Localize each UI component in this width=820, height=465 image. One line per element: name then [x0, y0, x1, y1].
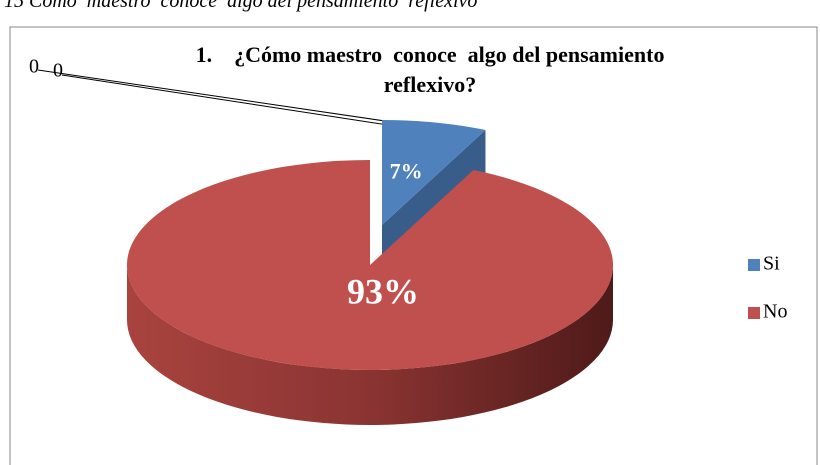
legend-swatch	[748, 259, 760, 271]
legend-label: Si	[763, 253, 780, 275]
slice	[126, 160, 613, 371]
data-label: 7%	[390, 159, 423, 184]
legend-label: No	[763, 301, 787, 323]
leader-line	[37, 69, 386, 122]
data-label: 93%	[347, 271, 419, 311]
leader-line	[61, 74, 389, 126]
zero-label: 0	[53, 60, 63, 82]
slice	[381, 120, 486, 225]
chart-title: 1. ¿Cómo maestro conoce algo del pensami…	[195, 42, 670, 97]
zero-label: 0	[29, 56, 39, 78]
caption: 15 Cómo maestro conoce algo del pensamie…	[4, 0, 478, 12]
slice-side	[127, 265, 613, 425]
legend-swatch	[748, 307, 760, 319]
chart-frame	[9, 26, 818, 465]
